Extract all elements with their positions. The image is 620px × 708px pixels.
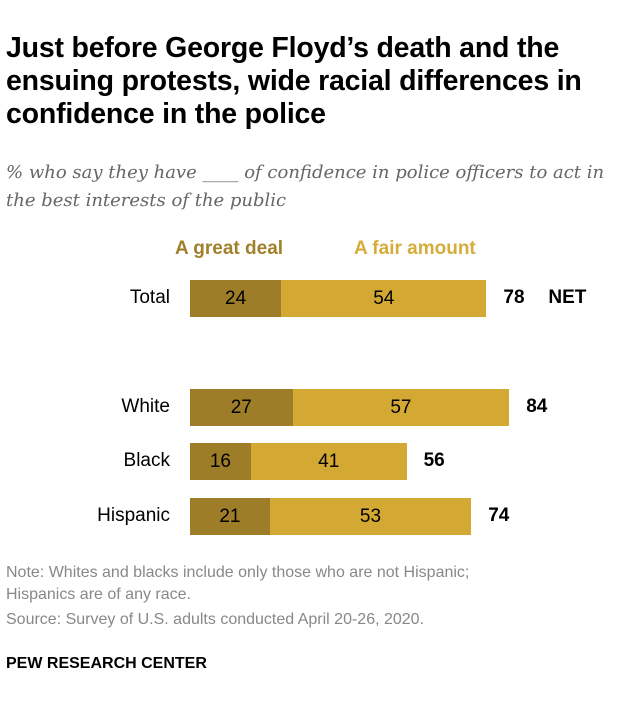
category-label: Total xyxy=(129,287,170,308)
net-label: NET xyxy=(548,287,587,308)
category-label: White xyxy=(121,396,170,417)
bar-fair-amount: 57 xyxy=(292,389,510,426)
legend-great-deal: A great deal xyxy=(175,238,284,259)
bar-fair-amount: 53 xyxy=(269,498,472,535)
net-value: 78 xyxy=(503,287,525,308)
net-value: 84 xyxy=(526,396,548,417)
category-label: Hispanic xyxy=(97,505,170,526)
legend-fair-amount: A fair amount xyxy=(354,238,476,259)
bar-great-deal: 21 xyxy=(190,498,270,535)
bar-great-deal: 16 xyxy=(190,443,251,480)
pew-logo-text: PEW RESEARCH CENTER xyxy=(6,655,207,672)
net-value: 74 xyxy=(488,505,510,526)
chart-title: Just before George Floyd’s death and the… xyxy=(6,32,582,130)
net-value: 56 xyxy=(423,450,445,471)
bar-fair-amount: 41 xyxy=(250,443,407,480)
note-line-1: Note: Whites and blacks include only tho… xyxy=(6,564,470,581)
category-label: Black xyxy=(123,450,170,471)
bar-fair-amount: 54 xyxy=(281,280,487,317)
chart-subtitle: % who say they have ____ of confidence i… xyxy=(6,162,605,211)
note-line-2: Hispanics are of any race. xyxy=(6,586,191,603)
source-line: Source: Survey of U.S. adults conducted … xyxy=(6,611,425,628)
bar-great-deal: 27 xyxy=(190,389,293,426)
bar-great-deal: 24 xyxy=(190,280,282,317)
